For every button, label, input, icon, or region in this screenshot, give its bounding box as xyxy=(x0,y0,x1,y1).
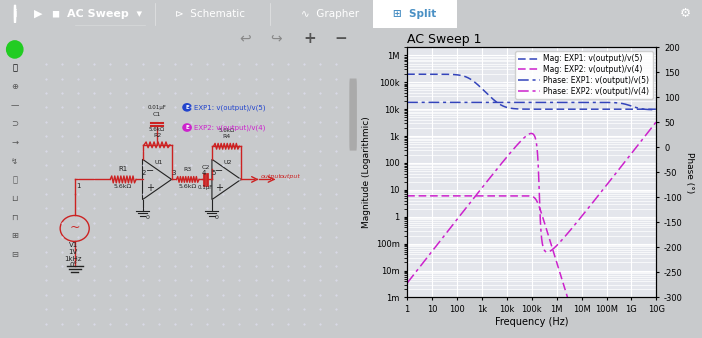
Text: R1: R1 xyxy=(119,166,128,172)
Text: ⊞  Split: ⊞ Split xyxy=(393,9,437,19)
Text: ~: ~ xyxy=(69,220,80,234)
Text: output: output xyxy=(261,174,282,179)
Text: ◼: ◼ xyxy=(51,9,59,19)
FancyBboxPatch shape xyxy=(373,0,457,81)
Text: 0.01μF: 0.01μF xyxy=(147,105,166,111)
Text: E: E xyxy=(185,125,189,130)
Text: ⊃: ⊃ xyxy=(11,119,18,128)
Text: ⊟: ⊟ xyxy=(11,250,18,259)
Text: +: + xyxy=(303,31,316,46)
X-axis label: Frequency (Hz): Frequency (Hz) xyxy=(495,317,569,327)
Text: AC Sweep  ▾: AC Sweep ▾ xyxy=(67,9,143,19)
Text: 5.6kΩ: 5.6kΩ xyxy=(178,184,197,189)
Text: 5.6kΩ: 5.6kΩ xyxy=(218,128,234,134)
Text: ↩: ↩ xyxy=(239,32,251,46)
Text: ⊔: ⊔ xyxy=(11,194,18,203)
Y-axis label: Magnitude (Logarithmic): Magnitude (Logarithmic) xyxy=(362,117,371,228)
Text: R2: R2 xyxy=(153,133,161,138)
Text: R3: R3 xyxy=(184,167,192,172)
Text: EXP1: v(output)/v(5): EXP1: v(output)/v(5) xyxy=(194,104,265,111)
Text: +: + xyxy=(145,183,154,193)
Text: −: − xyxy=(334,31,347,46)
Text: ⊓: ⊓ xyxy=(11,213,18,221)
Text: EXP2: v(output)/v(4): EXP2: v(output)/v(4) xyxy=(194,124,265,131)
Text: 5: 5 xyxy=(211,170,216,176)
Text: ⟝: ⟝ xyxy=(12,175,18,184)
Circle shape xyxy=(183,103,192,112)
Text: 2: 2 xyxy=(142,170,146,176)
Text: 0: 0 xyxy=(145,215,150,220)
Circle shape xyxy=(183,123,192,132)
Text: ⊞: ⊞ xyxy=(11,231,18,240)
Text: ↯: ↯ xyxy=(11,156,18,166)
Text: ▶: ▶ xyxy=(34,9,42,19)
Text: output: output xyxy=(279,174,300,179)
Text: C1: C1 xyxy=(153,112,161,117)
Text: 0: 0 xyxy=(215,215,219,220)
Text: E: E xyxy=(185,105,189,110)
Text: 0.1μF: 0.1μF xyxy=(198,185,213,190)
Text: 0°: 0° xyxy=(69,262,77,268)
Legend: Mag: EXP1: v(output)/v(5), Mag: EXP2: v(output)/v(4), Phase: EXP1: v(output)/v(5: Mag: EXP1: v(output)/v(5), Mag: EXP2: v(… xyxy=(515,51,653,99)
Text: 3: 3 xyxy=(172,170,176,176)
Text: —: — xyxy=(11,101,19,110)
Text: U2: U2 xyxy=(224,160,232,165)
Circle shape xyxy=(6,40,24,59)
Text: R4: R4 xyxy=(223,134,230,139)
Text: 1: 1 xyxy=(77,183,81,189)
Text: U1: U1 xyxy=(154,160,163,165)
Text: i: i xyxy=(13,9,17,19)
Text: ∿  Grapher: ∿ Grapher xyxy=(301,9,359,19)
Text: +: + xyxy=(215,183,223,193)
Text: ⚙: ⚙ xyxy=(680,7,691,20)
Text: 1kHz: 1kHz xyxy=(65,256,82,262)
Text: 5.6kΩ: 5.6kΩ xyxy=(114,184,132,189)
Text: 5.6kΩ: 5.6kΩ xyxy=(149,127,165,132)
Text: AC Sweep 1: AC Sweep 1 xyxy=(407,33,482,46)
Text: ⊳  Schematic: ⊳ Schematic xyxy=(175,9,245,19)
Text: ⊕: ⊕ xyxy=(11,82,18,91)
Text: 🔍: 🔍 xyxy=(12,64,18,73)
FancyBboxPatch shape xyxy=(350,78,357,151)
Text: →: → xyxy=(11,138,18,147)
Text: V1: V1 xyxy=(69,242,78,248)
Text: −: − xyxy=(215,166,223,176)
Text: −: − xyxy=(145,166,154,176)
Text: 1V: 1V xyxy=(69,249,78,256)
Text: C2: C2 xyxy=(201,165,210,170)
Y-axis label: Phase (°): Phase (°) xyxy=(685,152,694,193)
Text: 4: 4 xyxy=(201,170,206,176)
Text: ↪: ↪ xyxy=(270,32,282,46)
